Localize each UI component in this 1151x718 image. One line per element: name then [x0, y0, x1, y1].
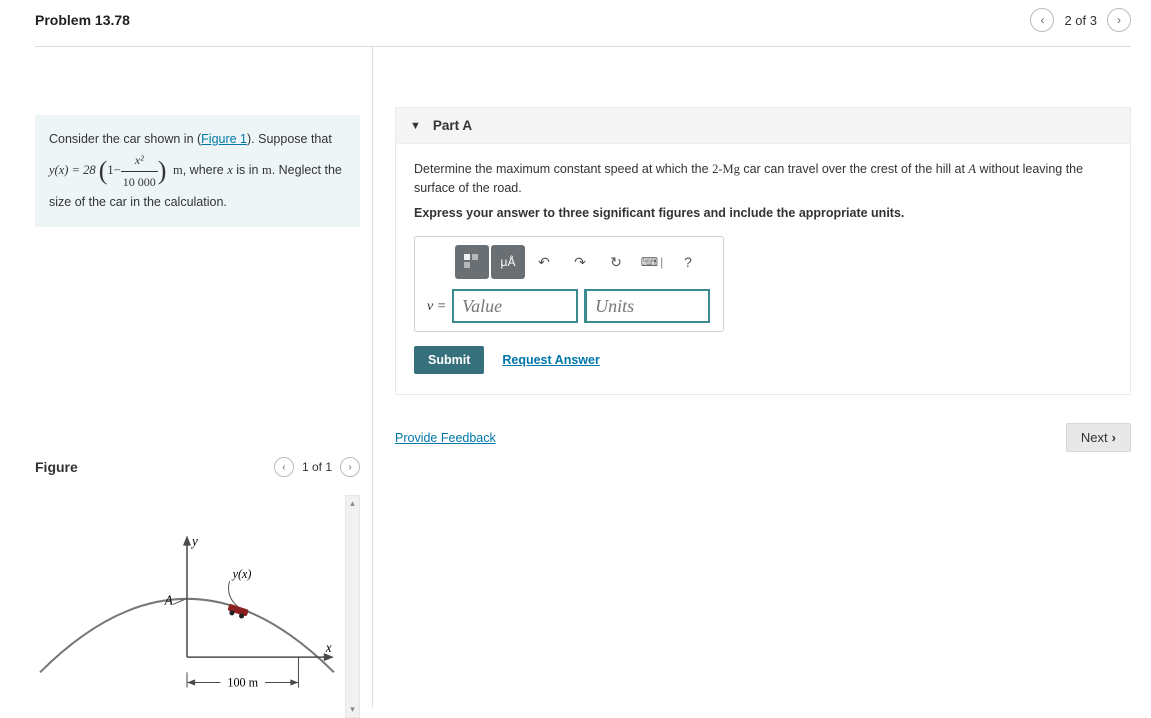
right-column: ▼ Part A Determine the maximum constant … — [373, 47, 1131, 707]
prompt-point: A — [968, 162, 976, 176]
chevron-right-icon: › — [348, 462, 351, 473]
prompt-text: car can travel over the crest of the hil… — [740, 162, 969, 176]
instruction-bold: Express your answer to three significant… — [414, 204, 1112, 223]
context-text: , where — [183, 163, 227, 177]
undo-icon: ↶ — [538, 254, 550, 271]
chevron-left-icon: ‹ — [282, 462, 285, 473]
value-input[interactable] — [452, 289, 578, 323]
submit-row: Submit Request Answer — [414, 346, 1112, 374]
eq-lhs: y(x) = 28 — [49, 163, 96, 177]
equation: y(x) = 28 (1−x²10 000) — [49, 163, 170, 177]
help-icon: ? — [684, 254, 692, 270]
figure-link[interactable]: Figure 1 — [201, 132, 247, 146]
context-text: Consider the car shown in ( — [49, 132, 201, 146]
next-label: Next — [1081, 430, 1108, 445]
next-problem-button[interactable]: › — [1107, 8, 1131, 32]
scroll-up-icon[interactable]: ▴ — [346, 496, 359, 511]
help-button[interactable]: ? — [671, 245, 705, 279]
next-button[interactable]: Next › — [1066, 423, 1131, 452]
figure-area: y x y(x) A — [35, 495, 360, 718]
problem-header: Problem 13.78 ‹ 2 of 3 › — [35, 8, 1131, 47]
part-a-header[interactable]: ▼ Part A — [396, 108, 1130, 144]
answer-toolbar: μÅ ↶ ↷ ↻ ⌨| — [455, 245, 715, 279]
redo-button[interactable]: ↷ — [563, 245, 597, 279]
problem-title: Problem 13.78 — [35, 12, 130, 28]
units-icon: μÅ — [501, 255, 516, 269]
eq-unit2: m — [262, 163, 272, 177]
part-a-body: Determine the maximum constant speed at … — [396, 144, 1130, 394]
answer-row: v = — [427, 289, 715, 323]
prompt-text: Determine the maximum constant speed at … — [414, 162, 712, 176]
chevron-right-icon: › — [1117, 13, 1121, 27]
figure-page-label: 1 of 1 — [302, 460, 332, 474]
keyboard-icon: ⌨ — [641, 255, 658, 269]
curve-callout — [229, 581, 238, 606]
answer-lhs: v = — [427, 296, 446, 317]
figure-title: Figure — [35, 459, 78, 475]
problem-page-label: 2 of 3 — [1064, 13, 1097, 28]
eq-den: 10 000 — [121, 172, 158, 192]
redo-icon: ↷ — [574, 254, 586, 271]
curve-label: y(x) — [231, 567, 252, 581]
templates-icon — [463, 253, 481, 271]
caret-down-icon: ▼ — [410, 120, 421, 132]
x-label: x — [325, 640, 332, 655]
dim-arrow-r — [290, 680, 298, 686]
provide-feedback-link[interactable]: Provide Feedback — [395, 431, 496, 445]
footer-row: Provide Feedback Next › — [395, 423, 1131, 452]
figure-svg: y x y(x) A — [35, 495, 339, 718]
scroll-down-icon[interactable]: ▾ — [346, 702, 359, 717]
main-area: Consider the car shown in (Figure 1). Su… — [35, 47, 1131, 707]
request-answer-link[interactable]: Request Answer — [502, 351, 599, 370]
figure-next-button[interactable]: › — [340, 457, 360, 477]
eq-num: x² — [135, 153, 144, 167]
part-prompt: Determine the maximum constant speed at … — [414, 160, 1112, 222]
context-text: ). Suppose that — [247, 132, 332, 146]
part-label: Part A — [433, 118, 472, 133]
units-button[interactable]: μÅ — [491, 245, 525, 279]
undo-button[interactable]: ↶ — [527, 245, 561, 279]
reset-button[interactable]: ↻ — [599, 245, 633, 279]
chevron-right-icon: › — [1112, 430, 1116, 445]
submit-button[interactable]: Submit — [414, 346, 484, 374]
units-input[interactable] — [584, 289, 710, 323]
figure-header: Figure ‹ 1 of 1 › — [35, 457, 360, 477]
left-column: Consider the car shown in (Figure 1). Su… — [35, 47, 373, 707]
reset-icon: ↻ — [610, 254, 622, 271]
dim-label: 100 m — [227, 676, 258, 690]
part-a-box: ▼ Part A Determine the maximum constant … — [395, 107, 1131, 395]
prompt-mass: 2-Mg — [712, 162, 740, 176]
eq-unit: m — [173, 163, 183, 177]
keyboard-button[interactable]: ⌨| — [635, 245, 669, 279]
figure-pager: ‹ 1 of 1 › — [274, 457, 360, 477]
point-label: A — [164, 593, 174, 608]
context-text: is in — [233, 163, 262, 177]
figure-prev-button[interactable]: ‹ — [274, 457, 294, 477]
chevron-left-icon: ‹ — [1040, 13, 1044, 27]
figure-scrollbar[interactable]: ▴ ▾ — [345, 495, 360, 718]
y-axis-arrow — [183, 536, 191, 546]
problem-pager: ‹ 2 of 3 › — [1030, 8, 1131, 32]
answer-box: μÅ ↶ ↷ ↻ ⌨| — [414, 236, 724, 332]
prev-problem-button[interactable]: ‹ — [1030, 8, 1054, 32]
y-label: y — [190, 534, 198, 549]
context-box: Consider the car shown in (Figure 1). Su… — [35, 115, 360, 227]
dim-arrow-l — [187, 680, 195, 686]
templates-button[interactable] — [455, 245, 489, 279]
